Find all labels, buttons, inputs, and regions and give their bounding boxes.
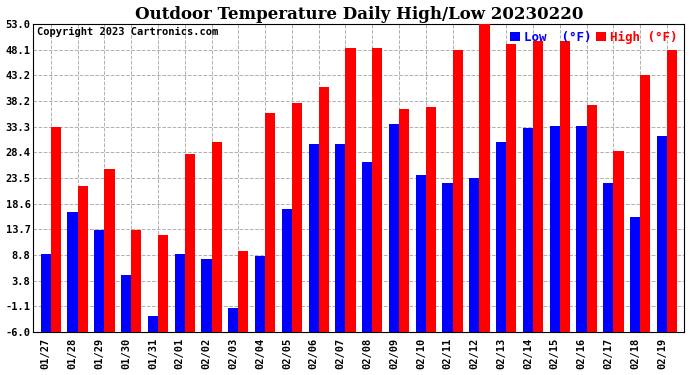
Bar — [41, 254, 51, 332]
Bar — [346, 48, 355, 332]
Bar — [415, 176, 426, 332]
Bar — [148, 316, 158, 332]
Bar — [506, 44, 516, 332]
Bar — [185, 153, 195, 332]
Bar — [175, 254, 185, 332]
Bar — [121, 274, 131, 332]
Legend: Low  (°F), High (°F): Low (°F), High (°F) — [505, 26, 682, 49]
Bar — [496, 141, 506, 332]
Bar — [630, 217, 640, 332]
Bar — [550, 126, 560, 332]
Bar — [469, 178, 480, 332]
Bar — [282, 209, 292, 332]
Bar — [426, 106, 436, 332]
Bar — [442, 183, 453, 332]
Bar — [480, 24, 490, 332]
Bar — [335, 144, 346, 332]
Bar — [255, 256, 265, 332]
Bar — [667, 50, 677, 332]
Bar — [389, 124, 399, 332]
Bar — [292, 104, 302, 332]
Bar — [158, 236, 168, 332]
Bar — [373, 48, 382, 332]
Bar — [238, 251, 248, 332]
Bar — [453, 50, 463, 332]
Bar — [68, 212, 77, 332]
Bar — [131, 230, 141, 332]
Bar — [640, 75, 651, 332]
Bar — [603, 183, 613, 332]
Bar — [104, 169, 115, 332]
Bar — [212, 141, 221, 332]
Bar — [201, 259, 212, 332]
Bar — [362, 162, 373, 332]
Bar — [265, 113, 275, 332]
Bar — [399, 109, 409, 332]
Bar — [228, 309, 238, 332]
Bar — [319, 87, 329, 332]
Bar — [51, 127, 61, 332]
Bar — [94, 230, 104, 332]
Bar — [308, 144, 319, 332]
Bar — [613, 152, 624, 332]
Bar — [77, 186, 88, 332]
Bar — [657, 136, 667, 332]
Bar — [533, 41, 543, 332]
Title: Outdoor Temperature Daily High/Low 20230220: Outdoor Temperature Daily High/Low 20230… — [135, 6, 583, 22]
Bar — [523, 129, 533, 332]
Bar — [586, 105, 597, 332]
Bar — [576, 126, 586, 332]
Text: Copyright 2023 Cartronics.com: Copyright 2023 Cartronics.com — [37, 27, 218, 37]
Bar — [560, 41, 570, 332]
